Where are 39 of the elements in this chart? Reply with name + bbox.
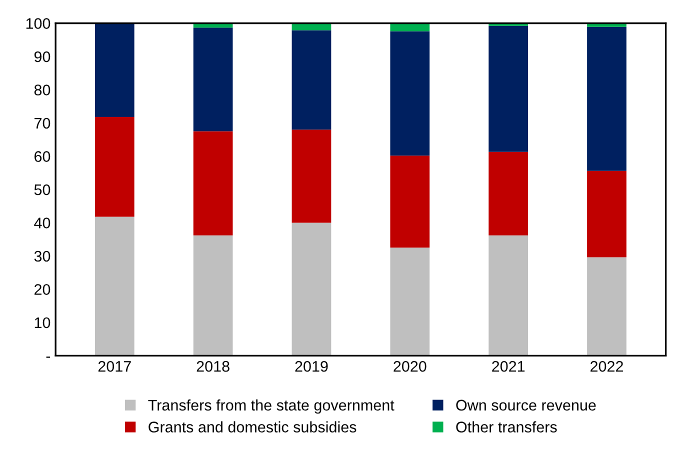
y-tick-label: 50: [34, 184, 50, 196]
bar: [488, 235, 528, 356]
y-tick-label: 90: [34, 51, 50, 62]
bar: [390, 31, 430, 156]
legend-label: Grants and domestic subsidies: [148, 421, 356, 432]
x-tick-label: 2022: [590, 360, 623, 372]
bar: [193, 131, 233, 236]
y-tick-label: 30: [34, 250, 50, 262]
bar: [94, 117, 134, 217]
bar: [292, 222, 332, 356]
y-tick-label: 80: [34, 84, 50, 96]
legend-label: Transfers from the state government: [148, 399, 394, 414]
bar: [390, 248, 430, 356]
y-tick-label: 60: [34, 151, 50, 162]
bar: [587, 257, 626, 356]
bar: [587, 26, 626, 171]
bar: [292, 30, 332, 130]
y-tick-label: 100: [26, 18, 50, 29]
x-tick-label: 2018: [196, 360, 230, 372]
x-tick-label: 2020: [394, 360, 426, 372]
y-tick-label: 20: [34, 284, 50, 295]
bar: [94, 216, 134, 356]
x-tick-label: 2019: [295, 360, 328, 372]
y-tick-label: 70: [34, 118, 50, 129]
bar: [390, 156, 430, 248]
legend-label: Other transfers: [456, 421, 557, 432]
x-tick-label: 2017: [98, 360, 131, 372]
bar: [292, 130, 332, 223]
y-tick-label: 10: [34, 317, 50, 328]
legend-label: Own source revenue: [456, 400, 596, 411]
bar: [193, 235, 233, 356]
bar: [94, 23, 134, 118]
bar: [193, 28, 233, 132]
x-tick-label: 2021: [492, 360, 525, 372]
bar: [587, 170, 626, 258]
y-tick-label: -: [46, 356, 50, 358]
y-tick-label: 40: [34, 218, 50, 228]
bar: [488, 26, 528, 152]
bar: [488, 152, 528, 236]
